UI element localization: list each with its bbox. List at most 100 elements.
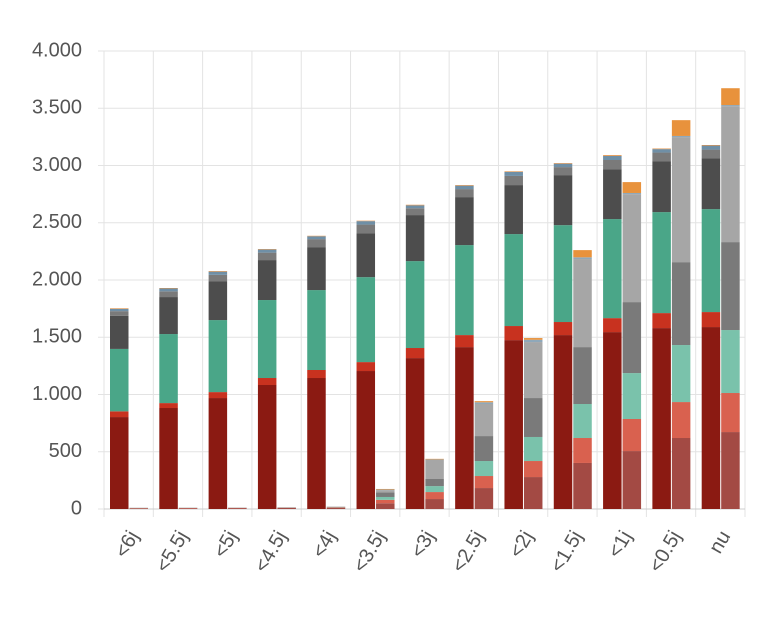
- bar-segment: [129, 508, 148, 509]
- bar-segment: [553, 175, 573, 226]
- bar-segment: [652, 152, 671, 162]
- bar-segment: [622, 373, 642, 420]
- bar-segment: [376, 496, 395, 500]
- x-tick-label: <4j: [308, 527, 341, 562]
- x-tick-label: <2.5j: [448, 527, 489, 576]
- bar-segment: [405, 204, 425, 206]
- y-tick-label: 500: [49, 440, 82, 462]
- bar-segment: [110, 417, 129, 509]
- bar-segment: [504, 175, 523, 186]
- bar-segment: [721, 393, 740, 433]
- x-tick-label: <1.5j: [546, 527, 587, 576]
- bar-segment: [553, 322, 573, 336]
- bar-segment: [405, 208, 425, 216]
- bar-segment: [455, 347, 474, 509]
- bar-segment: [474, 402, 494, 405]
- bar-segment: [603, 219, 622, 319]
- x-tick-label: <5.5j: [152, 527, 193, 576]
- bar-segment: [573, 347, 592, 405]
- bar-segment: [208, 274, 228, 282]
- bar-segment: [504, 171, 523, 176]
- bar-segment: [159, 288, 178, 292]
- bar-segment: [671, 137, 691, 263]
- bar-segment: [425, 479, 444, 487]
- bar-segment: [376, 490, 395, 493]
- bar-segment: [652, 212, 671, 314]
- y-tick-label: 0: [71, 497, 82, 519]
- bar-segment: [178, 508, 198, 509]
- bar-segment: [208, 398, 228, 509]
- bar-segment: [257, 249, 277, 253]
- bar-segment: [622, 451, 642, 509]
- bar-segment: [701, 327, 721, 509]
- x-tick-label: <5j: [209, 527, 242, 562]
- bar-segment: [504, 171, 523, 172]
- bar-segment: [504, 326, 523, 341]
- bar-segment: [425, 492, 444, 500]
- bar-segment: [405, 261, 425, 349]
- y-tick-label: 1.000: [32, 383, 82, 405]
- bar-segment: [671, 438, 691, 509]
- x-tick-label: <4.5j: [250, 527, 291, 576]
- bar-segment: [208, 320, 228, 393]
- x-tick-label: <1j: [604, 527, 637, 562]
- bar-segment: [603, 155, 622, 156]
- bar-segment: [701, 145, 721, 146]
- bar-segment: [376, 499, 395, 504]
- bar-segment: [553, 167, 573, 176]
- bar-segment: [474, 461, 494, 477]
- bar-segment: [652, 149, 671, 153]
- bar-segment: [208, 271, 228, 275]
- bar-segment: [159, 291, 178, 298]
- bar-segment: [356, 362, 376, 372]
- bar-segment: [504, 340, 523, 509]
- bar-segment: [553, 163, 573, 164]
- bar-segment: [208, 271, 228, 272]
- bar-segment: [523, 338, 543, 340]
- bar-segment: [721, 106, 740, 243]
- bar-segment: [671, 402, 691, 439]
- bar-segment: [523, 398, 543, 437]
- bar-segment: [523, 342, 543, 399]
- bar-segment: [307, 236, 326, 240]
- bar-segment: [110, 315, 129, 349]
- bar-segment: [603, 155, 622, 161]
- bar-segment: [701, 149, 721, 159]
- bar-segment: [455, 185, 474, 186]
- bar-segment: [405, 215, 425, 262]
- bar-segment: [573, 259, 592, 348]
- bar-segment: [159, 408, 178, 509]
- bar-segment: [671, 345, 691, 403]
- x-tick-label: <3.5j: [349, 527, 390, 576]
- bar-segment: [652, 148, 671, 150]
- bar-segment: [405, 205, 425, 209]
- bar-segment: [307, 290, 326, 370]
- bar-segment: [652, 313, 671, 329]
- x-tick-label: nu: [705, 527, 735, 557]
- bar-segment: [159, 403, 178, 409]
- bar-segment: [326, 507, 346, 509]
- bar-segment: [622, 194, 642, 303]
- bar-segment: [603, 332, 622, 509]
- bar-segment: [307, 369, 326, 379]
- y-tick-label: 4.000: [32, 39, 82, 61]
- bar-segment: [110, 411, 129, 418]
- bar-segment: [523, 477, 543, 509]
- bar-segment: [474, 436, 494, 462]
- bar-segment: [701, 145, 721, 150]
- bar-segment: [573, 462, 592, 509]
- y-tick-label: 3.000: [32, 154, 82, 176]
- bar-segment: [307, 239, 326, 248]
- y-tick-label: 2.500: [32, 211, 82, 233]
- bar-segment: [356, 233, 376, 278]
- bar-segment: [257, 378, 277, 385]
- y-tick-label: 1.500: [32, 326, 82, 348]
- bar-segment: [671, 120, 691, 136]
- y-tick-label: 3.500: [32, 97, 82, 119]
- bar-segment: [110, 308, 129, 309]
- bar-segment: [257, 300, 277, 379]
- bar-segment: [474, 401, 494, 403]
- bar-segment: [573, 438, 592, 463]
- bar-segment: [110, 311, 129, 316]
